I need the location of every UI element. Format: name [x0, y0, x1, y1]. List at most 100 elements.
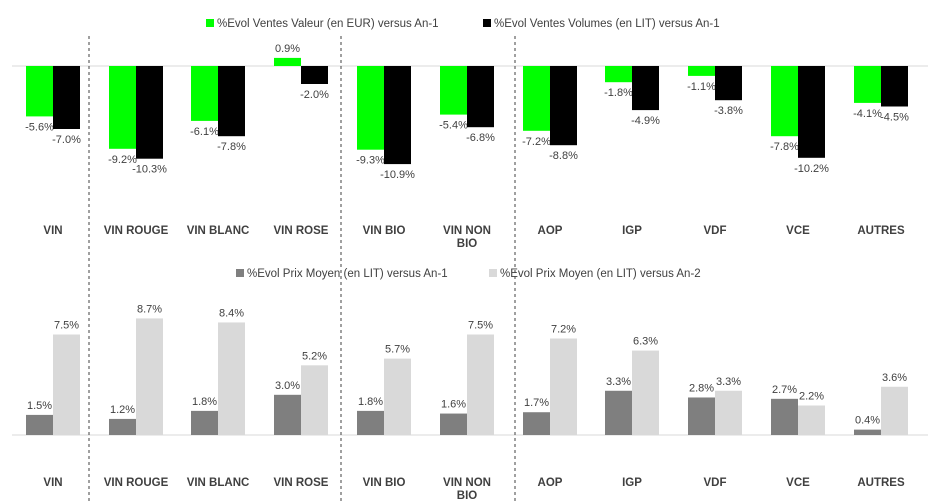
data-label-0-0-aop: -7.2% — [522, 136, 551, 148]
legend-swatch-1-1 — [489, 269, 497, 277]
data-label-0-1-vin-non-bio: -6.8% — [466, 132, 495, 144]
category-label-0-aop: AOP — [538, 225, 563, 237]
bar-1-0-vin-rose — [274, 394, 301, 435]
category-label-1-vin-blanc: VIN BLANC — [187, 477, 250, 489]
data-label-0-1-vin-rose: -2.0% — [300, 89, 329, 101]
bar-1-0-vin-non-bio — [440, 413, 467, 435]
bar-0-1-vin-rouge — [136, 66, 163, 159]
bar-1-0-autres — [854, 429, 881, 435]
bar-1-0-igp — [605, 390, 632, 435]
bar-0-0-vce — [771, 66, 798, 137]
data-label-0-1-igp: -4.9% — [631, 115, 660, 127]
category-label-0-vin-rose: VIN ROSE — [274, 225, 329, 237]
bar-0-0-vin-non-bio — [440, 66, 467, 115]
data-label-1-0-vin-rouge: 1.2% — [110, 404, 135, 416]
category-label-1-vin-rose: VIN ROSE — [274, 477, 329, 489]
bar-1-0-vin-rouge — [109, 418, 136, 435]
data-label-1-1-vin-blanc: 8.4% — [219, 307, 244, 319]
data-label-1-1-vin-non-bio: 7.5% — [468, 320, 493, 332]
data-label-0-0-vin-non-bio: -5.4% — [439, 120, 468, 132]
data-label-1-1-aop: 7.2% — [551, 324, 576, 336]
data-label-1-1-igp: 6.3% — [633, 336, 658, 348]
category-label-1-aop: AOP — [538, 477, 563, 489]
data-label-0-1-vin-rouge: -10.3% — [132, 164, 167, 176]
category-label-0-autres: AUTRES — [857, 225, 905, 237]
data-label-0-0-vin-rouge: -9.2% — [108, 154, 137, 166]
bar-0-0-vin-rose — [274, 57, 301, 66]
bar-0-1-vin — [53, 66, 80, 129]
category-label-0-vce: VCE — [786, 225, 810, 237]
data-label-0-1-aop: -8.8% — [549, 150, 578, 162]
data-label-1-1-vin-rouge: 8.7% — [137, 303, 162, 315]
category-label-0-igp: IGP — [622, 225, 642, 237]
bar-1-1-vin-non-bio — [467, 334, 494, 435]
bar-0-1-vin-rose — [301, 66, 328, 84]
bar-0-1-igp — [632, 66, 659, 111]
data-label-1-0-vin-bio: 1.8% — [358, 396, 383, 408]
bar-1-0-vce — [771, 398, 798, 435]
data-label-1-0-vce: 2.7% — [772, 384, 797, 396]
category-label-1-vin-non-bio: VIN NON BIO — [443, 477, 491, 502]
data-label-1-1-vce: 2.2% — [799, 391, 824, 403]
category-label-1-vin-bio: VIN BIO — [363, 477, 406, 489]
bar-0-0-autres — [854, 66, 881, 103]
bar-0-0-vin-bio — [357, 66, 384, 150]
bar-0-0-vdf — [688, 66, 715, 76]
legend-label-1-1: %Evol Prix Moyen (en LIT) versus An-2 — [500, 268, 701, 280]
category-label-1-vin-rouge: VIN ROUGE — [104, 477, 169, 489]
data-label-0-1-vin: -7.0% — [52, 134, 81, 146]
data-label-1-0-aop: 1.7% — [524, 397, 549, 409]
category-label-1-vdf: VDF — [704, 477, 727, 489]
data-label-0-0-vin: -5.6% — [25, 121, 54, 133]
category-label-1-vce: VCE — [786, 477, 810, 489]
legend-swatch-1-0 — [236, 269, 244, 277]
bar-0-1-vce — [798, 66, 825, 158]
data-label-0-1-vin-blanc: -7.8% — [217, 141, 246, 153]
bar-1-1-igp — [632, 350, 659, 435]
bar-0-0-igp — [605, 66, 632, 83]
category-label-1-autres: AUTRES — [857, 477, 905, 489]
legend-swatch-0-0 — [206, 19, 214, 27]
bar-0-1-vdf — [715, 66, 742, 101]
group-separators — [88, 36, 516, 504]
data-label-1-0-autres: 0.4% — [855, 415, 880, 427]
data-label-0-0-autres: -4.1% — [853, 108, 882, 120]
bar-1-0-aop — [523, 412, 550, 435]
data-label-1-0-vin-rose: 3.0% — [275, 380, 300, 392]
bar-1-1-vin-rose — [301, 365, 328, 435]
category-label-0-vin-non-bio: VIN NON BIO — [443, 225, 491, 250]
data-label-1-1-autres: 3.6% — [882, 372, 907, 384]
bar-1-1-vdf — [715, 390, 742, 435]
bar-0-1-vin-blanc — [218, 66, 245, 137]
data-label-1-1-vin-rose: 5.2% — [302, 350, 327, 362]
data-label-0-1-vin-bio: -10.9% — [380, 169, 415, 181]
data-label-0-0-vin-bio: -9.3% — [356, 155, 385, 167]
data-label-1-1-vdf: 3.3% — [716, 376, 741, 388]
legend-swatch-0-1 — [483, 19, 491, 27]
bar-1-0-vin — [26, 414, 53, 435]
data-label-1-0-vin-non-bio: 1.6% — [441, 399, 466, 411]
bar-0-1-aop — [550, 66, 577, 146]
data-label-0-0-vdf: -1.1% — [687, 81, 716, 93]
bar-0-1-vin-bio — [384, 66, 411, 165]
category-label-0-vin: VIN — [43, 225, 62, 237]
bar-0-1-autres — [881, 66, 908, 107]
data-label-1-0-vdf: 2.8% — [689, 382, 714, 394]
bottom-chart: %Evol Prix Moyen (en LIT) versus An-1 %Ev… — [12, 268, 928, 502]
data-label-1-0-vin: 1.5% — [27, 400, 52, 412]
bar-0-0-vin-rouge — [109, 66, 136, 149]
bar-0-0-vin-blanc — [191, 66, 218, 121]
bar-1-1-vce — [798, 405, 825, 435]
legend-label-0-1: %Evol Ventes Volumes (en LIT) versus An-… — [494, 18, 720, 30]
data-label-0-0-vce: -7.8% — [770, 141, 799, 153]
data-label-0-0-vin-blanc: -6.1% — [190, 126, 219, 138]
data-label-1-1-vin-bio: 5.7% — [385, 344, 410, 356]
bar-1-0-vdf — [688, 397, 715, 435]
data-label-1-1-vin: 7.5% — [54, 320, 79, 332]
bar-0-0-vin — [26, 66, 53, 117]
bar-1-0-vin-bio — [357, 410, 384, 435]
legend-label-0-0: %Evol Ventes Valeur (en EUR) versus An-1 — [217, 18, 439, 30]
data-label-0-0-igp: -1.8% — [604, 87, 633, 99]
bar-1-1-autres — [881, 386, 908, 435]
